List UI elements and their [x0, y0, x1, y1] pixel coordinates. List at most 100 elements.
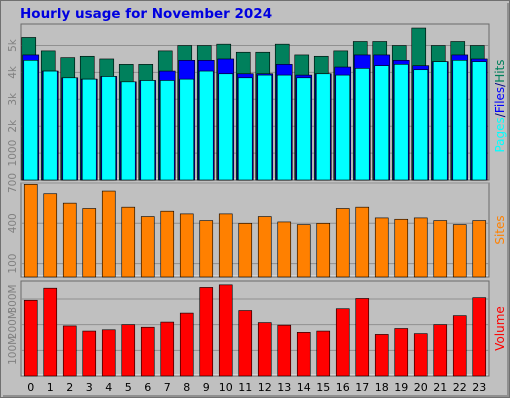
x-tick-label: 5 [125, 381, 132, 394]
label-separator: / [493, 82, 507, 87]
volume-bar [101, 329, 116, 377]
pages-bar [218, 73, 234, 181]
sites-label: Sites [493, 215, 507, 244]
label-separator: / [493, 112, 507, 117]
volume-bar [82, 330, 97, 377]
y-tick-label: 100 [7, 254, 19, 274]
x-tick-label: 6 [144, 381, 151, 394]
sites-bar [355, 206, 370, 278]
x-tick-label: 22 [453, 381, 467, 394]
x-tick-label: 8 [183, 381, 190, 394]
volume-bar [43, 287, 58, 377]
volume-bar [257, 322, 272, 377]
volume-bar [355, 298, 370, 377]
y-tick-label: 2k [7, 119, 19, 133]
volume-bar [121, 324, 136, 377]
x-tick-label: 13 [277, 381, 291, 394]
sites-bar [316, 222, 331, 278]
pages-bar [237, 77, 253, 181]
pages-bar [452, 60, 468, 181]
x-tick-label: 15 [316, 381, 330, 394]
pages-bar [471, 61, 487, 181]
x-tick-label: 10 [219, 381, 233, 394]
sites-bar [335, 208, 350, 278]
panel-sites: 100 400 700 Sites [7, 173, 507, 278]
y-tick-label: 700 [7, 173, 19, 193]
y-tick-label: 3k [7, 92, 19, 106]
pages-bar [159, 80, 175, 181]
pages-bar [257, 74, 273, 181]
sites-bar [23, 184, 38, 278]
y-tick-label: 100M [7, 336, 19, 365]
pages-bar [120, 81, 136, 181]
volume-bar [199, 287, 214, 377]
volume-bar [413, 333, 428, 377]
volume-bar [433, 324, 448, 377]
x-tick-label: 23 [472, 381, 486, 394]
pages-bar [62, 77, 78, 181]
pages-files-hits-label: Pages/Files/Hits [493, 59, 507, 152]
sites-bar [43, 193, 58, 278]
sites-bar [121, 206, 136, 278]
pages-bar [276, 74, 292, 181]
volume-bar [23, 299, 38, 377]
sites-bar [140, 216, 155, 278]
pages-bar [101, 76, 117, 181]
pages-bar [354, 68, 370, 181]
x-tick-label: 21 [433, 381, 447, 394]
y-tick-label: 5k [7, 38, 19, 52]
volume-bar [62, 325, 77, 377]
pages-bar [179, 78, 195, 181]
x-tick-label: 12 [258, 381, 272, 394]
x-tick-label: 16 [336, 381, 350, 394]
pages-bar [413, 69, 429, 181]
volume-bar [218, 284, 233, 377]
y-tick-label: 200M [7, 310, 19, 339]
sites-bar [394, 218, 409, 278]
sites-bar [62, 202, 77, 278]
x-tick-label: 20 [414, 381, 428, 394]
pages-bar [335, 74, 351, 181]
x-axis: 0 1 2 3 4 5 6 7 8 9 10 11 12 13 14 15 16 17 18 19 20 21 22 23 [27, 381, 486, 394]
volume-bar [277, 324, 292, 377]
x-tick-label: 3 [86, 381, 93, 394]
pages-bar [315, 73, 331, 181]
label-part-hits: Hits [493, 59, 507, 82]
sites-bar [238, 222, 253, 278]
x-tick-label: 7 [164, 381, 171, 394]
volume-bar [394, 328, 409, 377]
sites-bar [82, 208, 97, 278]
panel-background [20, 280, 490, 377]
volume-bar [296, 332, 311, 377]
volume-bar [140, 326, 155, 377]
sites-bar [257, 216, 272, 278]
panel-background [20, 182, 490, 278]
sites-bar [452, 224, 467, 278]
volume-bar [335, 308, 350, 377]
sites-bar [277, 221, 292, 278]
label-part-files: Files [493, 87, 507, 113]
pages-bar [374, 65, 390, 181]
x-tick-label: 0 [27, 381, 34, 394]
sites-bar [101, 190, 116, 278]
volume-bar [179, 312, 194, 377]
sites-bar [199, 220, 214, 278]
volume-bar [452, 315, 467, 377]
pages-bar [432, 61, 448, 181]
volume-bar [160, 321, 175, 377]
x-tick-label: 11 [238, 381, 252, 394]
pages-bar [23, 60, 39, 181]
volume-label: Volume [493, 306, 507, 351]
volume-bar [472, 297, 487, 377]
pages-bar [393, 64, 409, 181]
pages-bar [198, 70, 214, 181]
pages-bar [81, 78, 97, 181]
x-tick-label: 19 [394, 381, 408, 394]
x-tick-label: 17 [355, 381, 369, 394]
sites-bar [374, 217, 389, 278]
x-tick-label: 2 [66, 381, 73, 394]
sites-bar [472, 220, 487, 278]
